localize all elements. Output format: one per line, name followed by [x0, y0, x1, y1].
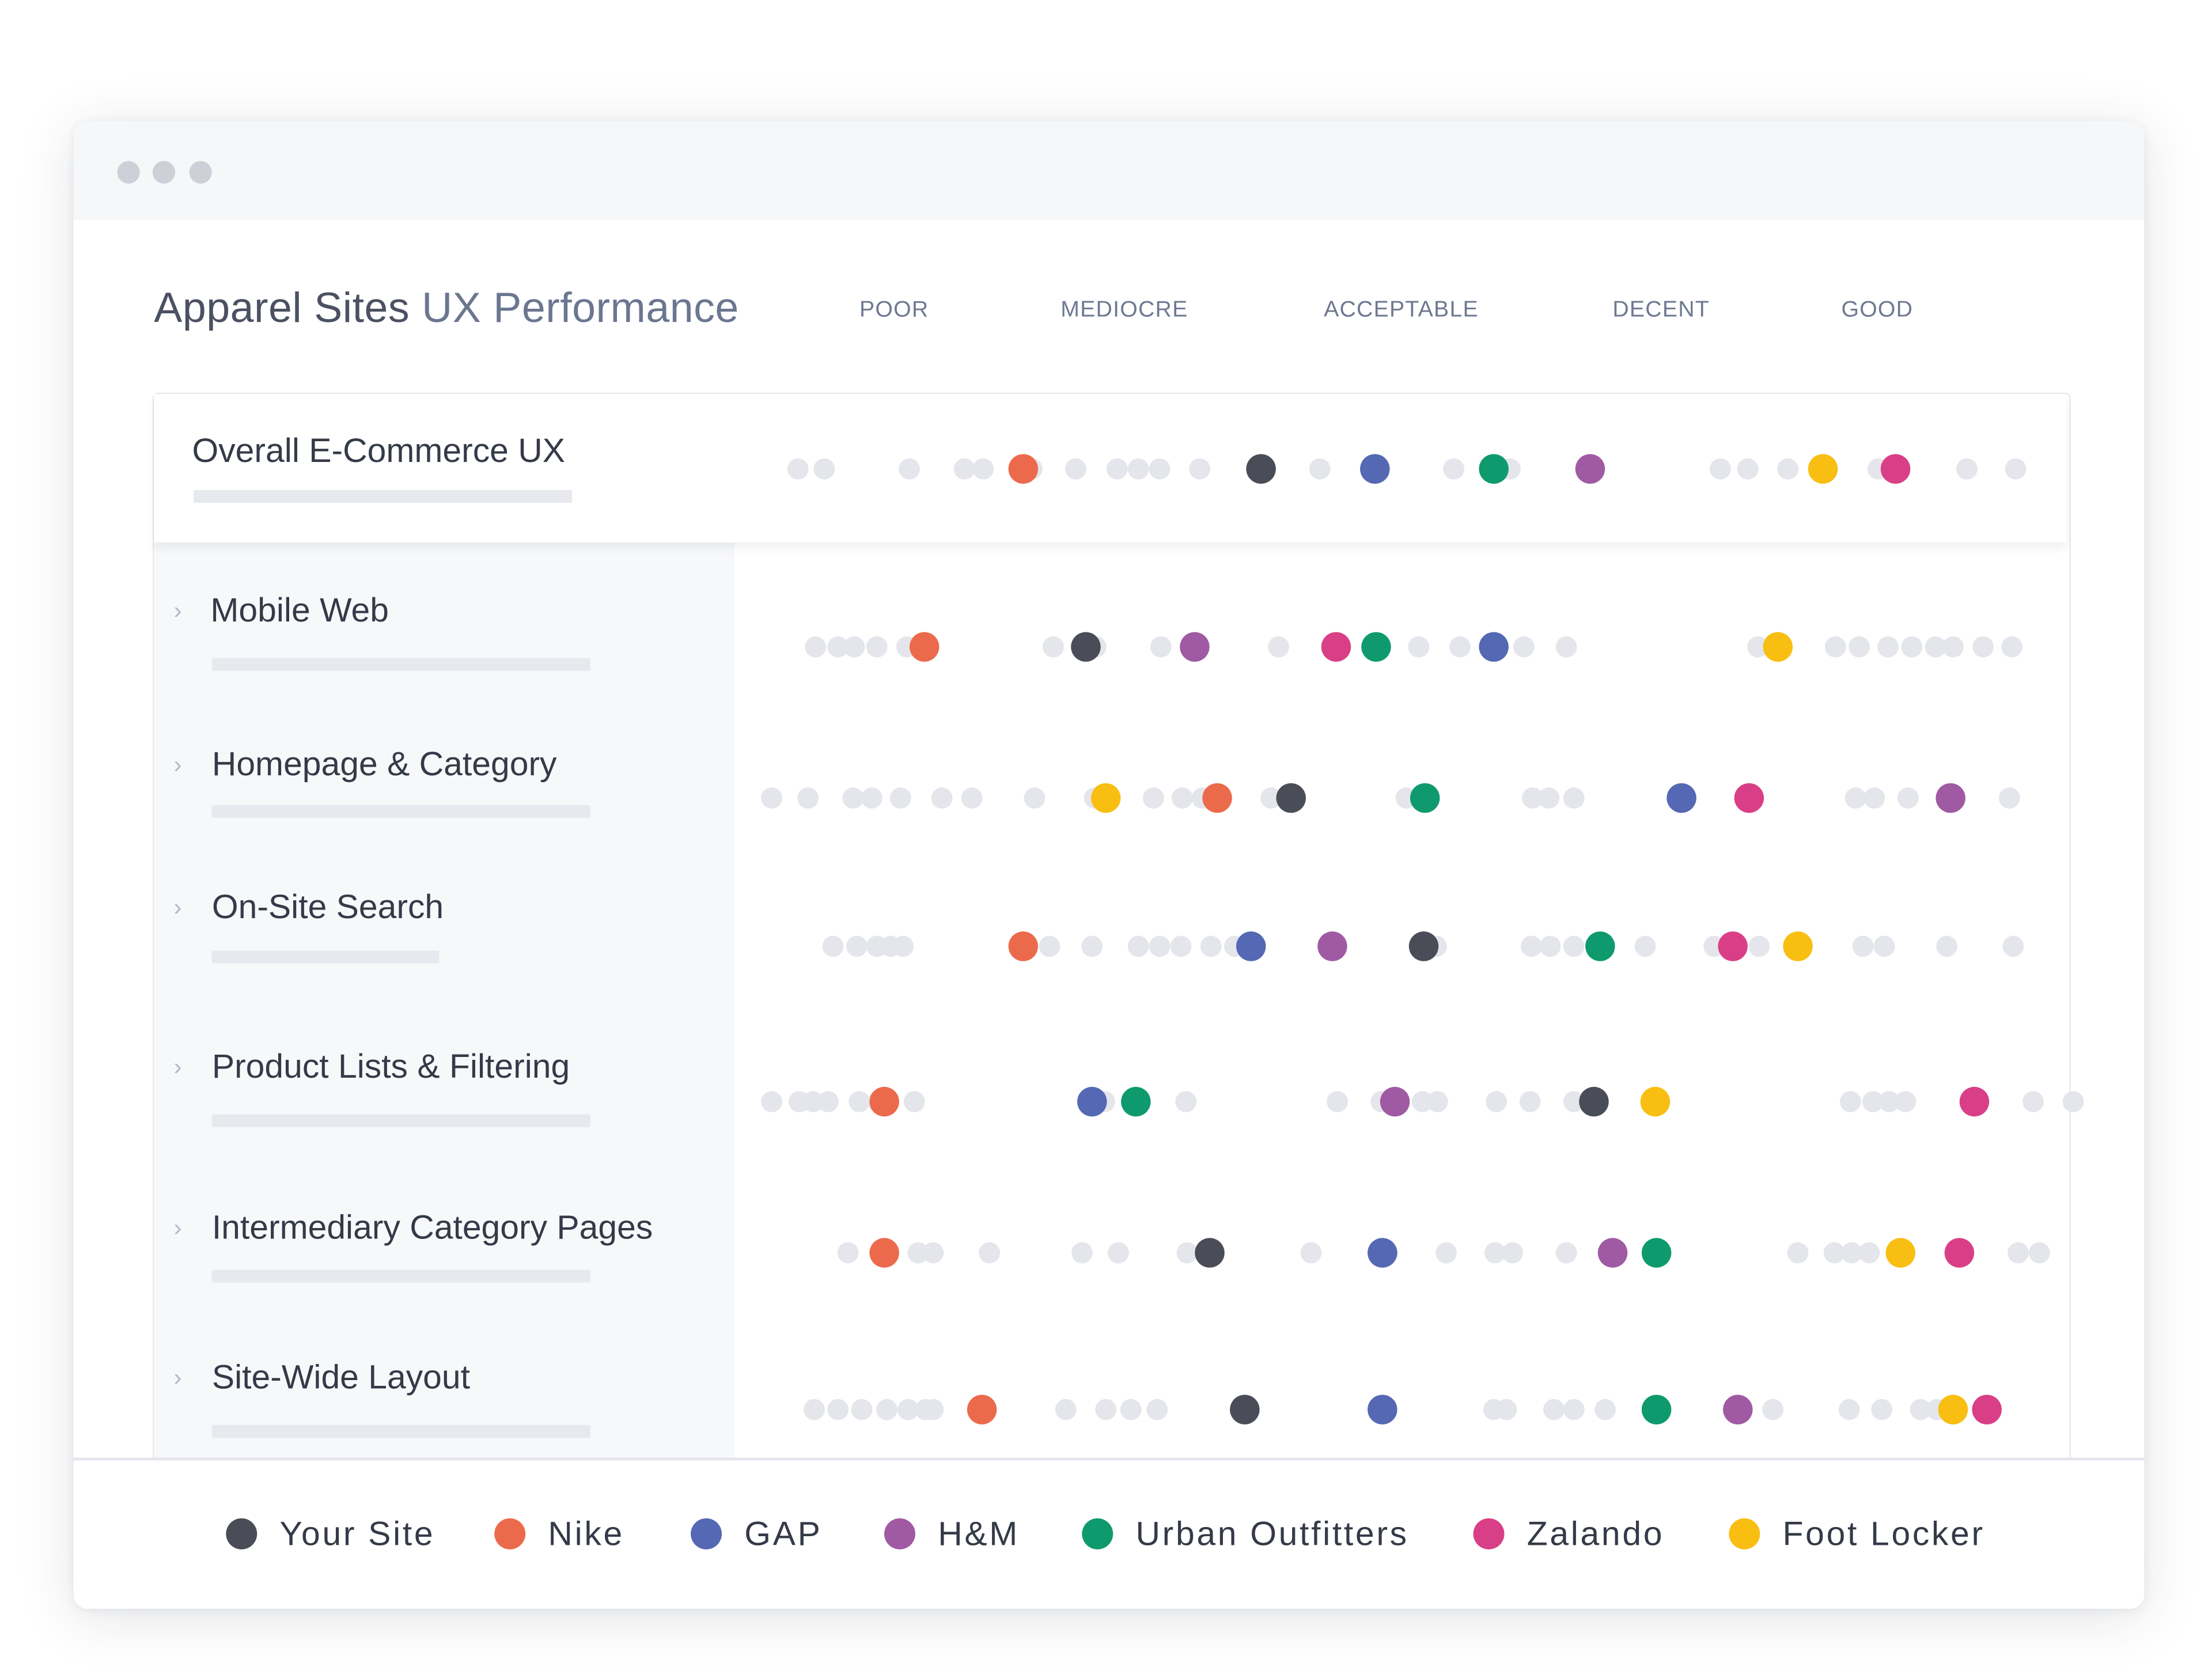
row-label-overall: Overall E-Commerce UX — [192, 432, 565, 471]
legend: Your Site Nike GAP H&M Urban Outfitters … — [73, 1457, 2145, 1609]
scale-label-mediocre: MEDIOCRE — [1060, 298, 1188, 323]
legend-dot — [1473, 1518, 1505, 1549]
row-label-intermediary-category[interactable]: Intermediary Category Pages — [211, 1208, 653, 1248]
row-label-product-lists[interactable]: Product Lists & Filtering — [211, 1048, 570, 1086]
chevron-right-icon[interactable]: › — [173, 597, 182, 624]
legend-label: GAP — [744, 1515, 823, 1554]
scale-label-poor: POOR — [859, 298, 929, 323]
window-titlebar — [73, 121, 2145, 221]
row-bar-homepage-category — [211, 805, 590, 818]
window-zoom-dot[interactable] — [189, 161, 212, 184]
row-bar-overall — [193, 490, 573, 503]
scale-label-good: GOOD — [1841, 298, 1914, 323]
row-label-homepage-category[interactable]: Homepage & Category — [211, 745, 557, 784]
legend-label: Nike — [548, 1515, 624, 1554]
chevron-right-icon[interactable]: › — [173, 1053, 182, 1081]
chart-title: Apparel Sites UX Performance — [154, 285, 739, 333]
scale-label-acceptable: ACCEPTABLE — [1324, 298, 1479, 323]
scale-label-decent: DECENT — [1612, 298, 1710, 323]
row-bar-intermediary-category — [211, 1269, 590, 1283]
browser-window: Apparel Sites UX Performance POOR MEDIOC… — [73, 121, 2145, 1609]
legend-dot — [226, 1518, 257, 1549]
chevron-right-icon[interactable]: › — [173, 894, 182, 921]
legend-label: H&M — [938, 1515, 1020, 1554]
legend-label: Foot Locker — [1782, 1515, 1985, 1554]
legend-label: Your Site — [279, 1515, 435, 1554]
chart-title-accent: UX Performance — [422, 285, 739, 332]
chevron-right-icon[interactable]: › — [173, 751, 182, 779]
legend-dot — [494, 1518, 526, 1549]
row-bar-on-site-search — [211, 950, 440, 964]
row-label-site-wide-layout[interactable]: Site-Wide Layout — [211, 1358, 470, 1397]
legend-dot — [1729, 1518, 1760, 1549]
chevron-right-icon[interactable]: › — [173, 1214, 182, 1242]
category-column — [154, 542, 735, 1496]
row-label-mobile-web[interactable]: Mobile Web — [210, 592, 389, 630]
window-minimize-dot[interactable] — [152, 161, 176, 184]
row-label-on-site-search[interactable]: On-Site Search — [211, 888, 444, 927]
row-bar-product-lists — [211, 1114, 590, 1127]
legend-dot — [691, 1518, 722, 1549]
legend-label: Urban Outfitters — [1135, 1515, 1409, 1554]
row-bar-site-wide-layout — [211, 1425, 590, 1438]
legend-dot — [884, 1518, 915, 1549]
legend-label: Zalando — [1527, 1515, 1665, 1554]
window-close-dot[interactable] — [117, 161, 140, 184]
legend-dot — [1082, 1518, 1113, 1549]
row-bar-mobile-web — [211, 658, 590, 671]
chevron-right-icon[interactable]: › — [173, 1364, 182, 1392]
chart-title-main: Apparel Sites — [154, 285, 410, 332]
